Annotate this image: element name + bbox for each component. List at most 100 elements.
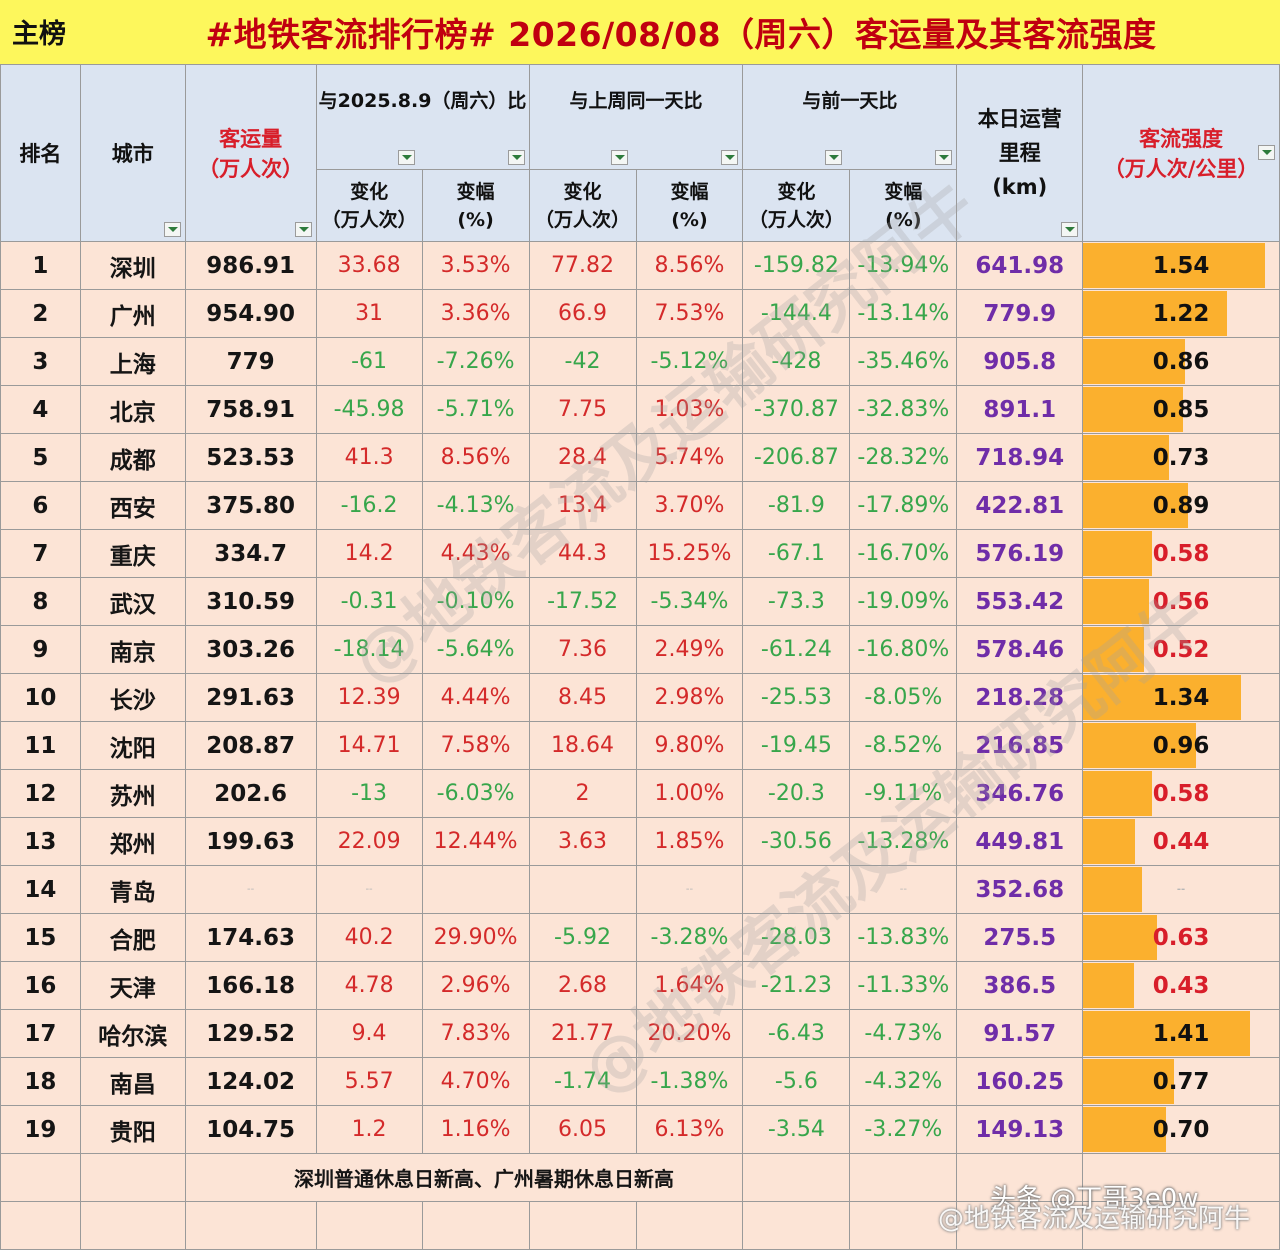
dod-change-cell: -21.23	[742, 961, 851, 1010]
rank-cell: 15	[0, 913, 81, 962]
col-yoy-change-header: 变化 （万人次）	[315, 169, 423, 242]
city-cell: 南昌	[79, 1057, 186, 1106]
wow-change-cell: 6.05	[528, 1105, 637, 1154]
intensity-data-bar	[1083, 723, 1197, 768]
mileage-cell: 149.13	[956, 1105, 1084, 1154]
city-cell: 天津	[79, 961, 186, 1010]
mileage-cell: 91.57	[956, 1009, 1084, 1058]
yoy-pct-cell: 4.70%	[421, 1057, 530, 1106]
filter-dropdown-icon[interactable]	[611, 150, 629, 165]
col-intensity-header[interactable]: 客流强度 （万人次/公里）	[1082, 64, 1280, 242]
rank-cell: 9	[0, 625, 81, 674]
filter-dropdown-icon[interactable]	[1061, 222, 1079, 237]
col-volume-header[interactable]: 客运量 （万人次）	[184, 64, 317, 242]
table-row: 2 广州 954.90 31 3.36% 66.9 7.53% -144.4 -13.14% 77…	[0, 289, 1280, 338]
dod-change-cell: -5.6	[742, 1057, 851, 1106]
wow-change-cell: 18.64	[528, 721, 637, 770]
volume-cell: 303.26	[184, 625, 317, 674]
city-cell: 沈阳	[79, 721, 186, 770]
filter-dropdown-icon[interactable]	[825, 150, 843, 165]
col-group-yoy-header: 与2025.8.9（周六）比	[315, 64, 530, 170]
mileage-cell: 160.25	[956, 1057, 1084, 1106]
intensity-data-bar	[1083, 1059, 1175, 1104]
dod-pct-cell: -13.83%	[849, 913, 958, 962]
col-mileage-header[interactable]: 本日运营 里程 (km)	[956, 64, 1084, 242]
intensity-value: 0.77	[1152, 1068, 1210, 1095]
footer-cell	[635, 1201, 744, 1250]
dod-change-cell: -6.43	[742, 1009, 851, 1058]
yoy-pct-cell: -7.26%	[421, 337, 530, 386]
filter-dropdown-icon[interactable]	[1258, 145, 1275, 160]
wow-change-cell: 2.68	[528, 961, 637, 1010]
intensity-value: 1.41	[1152, 1020, 1210, 1047]
yoy-change-cell: 5.57	[315, 1057, 423, 1106]
intensity-data-bar	[1083, 867, 1143, 912]
wow-change-cell: 44.3	[528, 529, 637, 578]
yoy-pct-cell: 1.16%	[421, 1105, 530, 1154]
volume-cell: 291.63	[184, 673, 317, 722]
volume-cell: 954.90	[184, 289, 317, 338]
wow-pct-cell: 2.98%	[635, 673, 744, 722]
dod-change-cell: -25.53	[742, 673, 851, 722]
yoy-pct-cell: -5.71%	[421, 385, 530, 434]
intensity-value: 0.58	[1152, 780, 1210, 807]
mileage-cell: 891.1	[956, 385, 1084, 434]
city-cell: 重庆	[79, 529, 186, 578]
yoy-change-cell: -45.98	[315, 385, 423, 434]
yoy-pct-cell: 3.53%	[421, 241, 530, 290]
wow-pct-cell: 7.53%	[635, 289, 744, 338]
dod-pct-cell: -35.46%	[849, 337, 958, 386]
wow-change-cell: 13.4	[528, 481, 637, 530]
yoy-change-cell: 12.39	[315, 673, 423, 722]
col-group-wow-header: 与上周同一天比	[528, 64, 744, 170]
col-city-header[interactable]: 城市	[79, 64, 186, 242]
filter-dropdown-icon[interactable]	[507, 150, 525, 165]
city-cell: 武汉	[79, 577, 186, 626]
volume-cell: 523.53	[184, 433, 317, 482]
mileage-cell: 346.76	[956, 769, 1084, 818]
volume-cell: --	[184, 865, 317, 914]
wow-change-cell: 21.77	[528, 1009, 637, 1058]
wow-pct-cell: 8.56%	[635, 241, 744, 290]
rank-cell: 8	[0, 577, 81, 626]
rank-cell: 18	[0, 1057, 81, 1106]
footer-cell	[0, 1153, 81, 1202]
rank-cell: 19	[0, 1105, 81, 1154]
dod-change-cell: -28.03	[742, 913, 851, 962]
filter-dropdown-icon[interactable]	[721, 150, 739, 165]
yoy-pct-cell: 7.83%	[421, 1009, 530, 1058]
filter-dropdown-icon[interactable]	[294, 222, 312, 237]
wow-pct-cell: 1.64%	[635, 961, 744, 1010]
col-wow-change-header: 变化 （万人次）	[528, 169, 637, 242]
filter-dropdown-icon[interactable]	[935, 150, 953, 165]
yoy-pct-cell: 29.90%	[421, 913, 530, 962]
intensity-cell: 0.63	[1082, 913, 1280, 962]
intensity-cell: 0.77	[1082, 1057, 1280, 1106]
col-yoy-pct-header: 变幅 (%)	[421, 169, 530, 242]
city-cell: 贵阳	[79, 1105, 186, 1154]
rank-cell: 6	[0, 481, 81, 530]
mileage-cell: 641.98	[956, 241, 1084, 290]
dod-pct-cell: -11.33%	[849, 961, 958, 1010]
volume-cell: 199.63	[184, 817, 317, 866]
rank-cell: 11	[0, 721, 81, 770]
yoy-change-cell: 22.09	[315, 817, 423, 866]
table-row: 10 长沙 291.63 12.39 4.44% 8.45 2.98% -25.53 -8.05…	[0, 673, 1280, 722]
city-cell: 广州	[79, 289, 186, 338]
city-cell: 哈尔滨	[79, 1009, 186, 1058]
table-row: 15 合肥 174.63 40.2 29.90% -5.92 -3.28% -28.03 -13…	[0, 913, 1280, 962]
table-row: 3 上海 779 -61 -7.26% -42 -5.12% -428 -35.46% 905.8…	[0, 337, 1280, 386]
intensity-value: 0.43	[1152, 972, 1210, 999]
wow-pct-cell: 3.70%	[635, 481, 744, 530]
intensity-value: 0.56	[1152, 588, 1210, 615]
yoy-change-cell: -18.14	[315, 625, 423, 674]
wow-pct-cell: 1.00%	[635, 769, 744, 818]
dod-pct-cell: -13.28%	[849, 817, 958, 866]
dod-pct-cell: -13.14%	[849, 289, 958, 338]
city-cell: 西安	[79, 481, 186, 530]
intensity-data-bar	[1083, 771, 1153, 816]
filter-dropdown-icon[interactable]	[163, 222, 181, 237]
yoy-pct-cell: 7.58%	[421, 721, 530, 770]
filter-dropdown-icon[interactable]	[397, 150, 415, 165]
wow-pct-cell: 20.20%	[635, 1009, 744, 1058]
